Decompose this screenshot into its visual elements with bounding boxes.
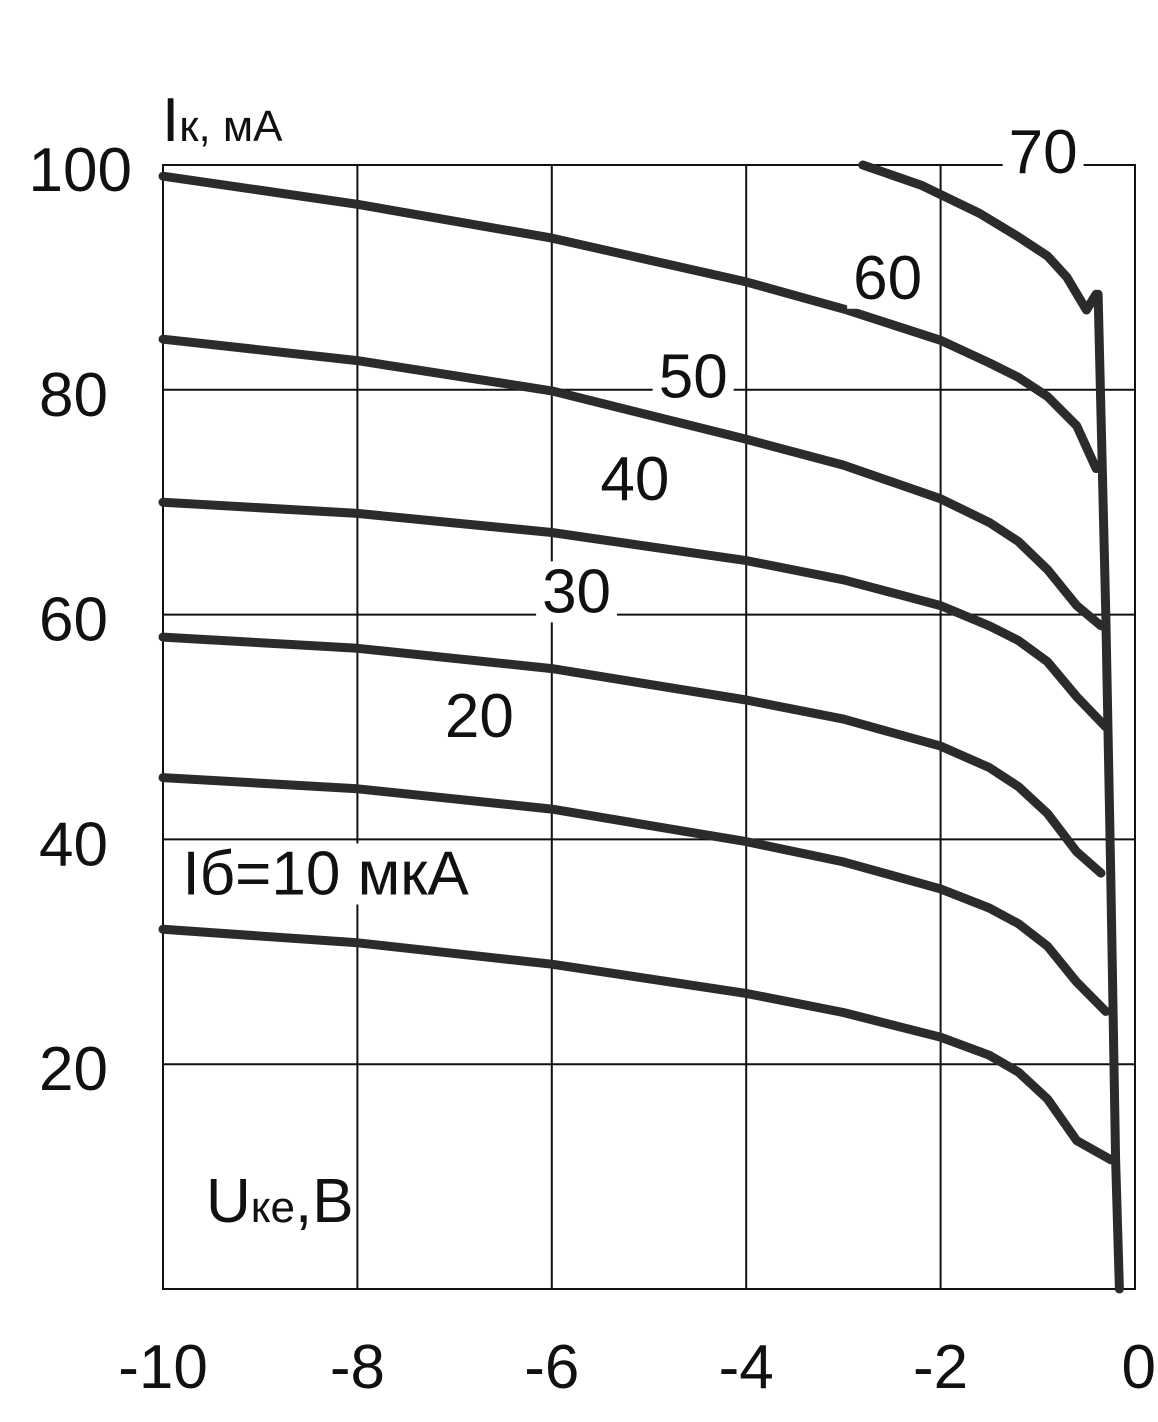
x-tick-label-4: -2 bbox=[913, 1333, 968, 1402]
curve-label-bg-0 bbox=[176, 843, 476, 905]
tick-labels: -10 -8 -6 -4 -2 0 20 40 60 80 100 bbox=[29, 136, 1156, 1402]
series-line-0 bbox=[158, 924, 1116, 1165]
curve-label-5: 60 bbox=[853, 244, 922, 313]
y-tick-label-1: 40 bbox=[39, 810, 108, 879]
curve-label-bg-1 bbox=[438, 686, 520, 748]
curve-label-bg-3 bbox=[594, 448, 676, 510]
curve-labels: Iб=10 мкА 20 30 40 50 60 70 bbox=[176, 118, 1084, 908]
curve-label-1: 20 bbox=[445, 682, 514, 751]
y-tick-label-4: 100 bbox=[29, 136, 132, 205]
x-tick-label-2: -6 bbox=[524, 1333, 579, 1402]
series-line-5 bbox=[158, 171, 1101, 473]
curve-label-bg-5 bbox=[847, 247, 929, 309]
y-tick-label-3: 80 bbox=[39, 361, 108, 430]
series-line-6 bbox=[858, 160, 1101, 315]
x-tick-label-5: 0 bbox=[1122, 1333, 1156, 1402]
x-tick-label-0: -10 bbox=[118, 1333, 208, 1402]
curve-label-4: 50 bbox=[659, 343, 728, 412]
curves bbox=[158, 160, 1124, 1294]
curve-label-6: 70 bbox=[1009, 118, 1078, 187]
series-line-3 bbox=[158, 497, 1111, 732]
x-tick-label-1: -8 bbox=[330, 1333, 385, 1402]
series-line-7 bbox=[1093, 289, 1124, 1294]
series-line-1 bbox=[158, 773, 1111, 1016]
curve-label-bg-6 bbox=[1002, 121, 1084, 183]
curve-label-0: Iб=10 мкА bbox=[182, 839, 469, 908]
curve-label-bg-2 bbox=[536, 561, 618, 623]
grid bbox=[162, 164, 1136, 1290]
series-line-2 bbox=[158, 632, 1106, 878]
curve-label-3: 40 bbox=[600, 445, 669, 514]
x-axis-label: Uке,В bbox=[206, 1167, 354, 1236]
y-axis-label: Iк, мА bbox=[162, 86, 283, 155]
x-tick-label-3: -4 bbox=[719, 1333, 774, 1402]
plot-frame bbox=[162, 164, 1136, 1290]
curve-label-bg-4 bbox=[652, 346, 734, 408]
y-tick-label-2: 60 bbox=[39, 586, 108, 655]
series-line-4 bbox=[158, 334, 1106, 631]
curve-label-2: 30 bbox=[542, 557, 611, 626]
y-tick-label-0: 20 bbox=[39, 1035, 108, 1104]
